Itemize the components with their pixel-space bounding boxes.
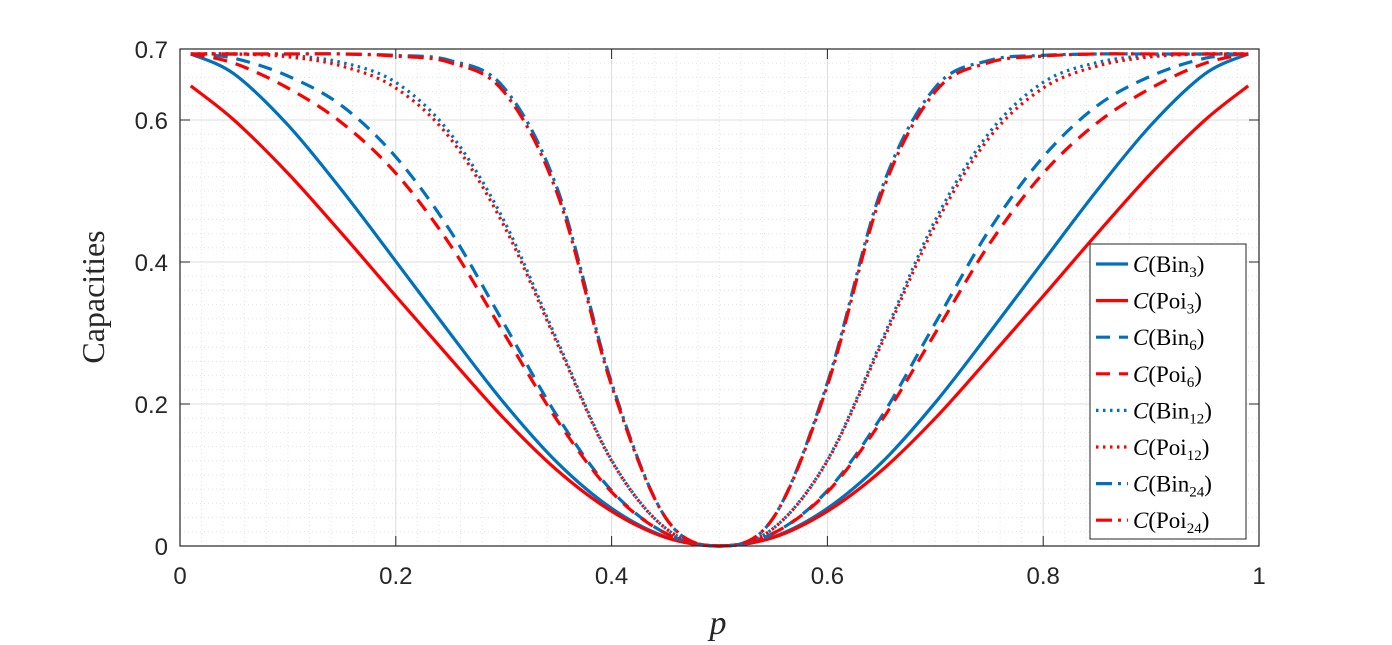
legend-label: C(Poi24) [1133, 508, 1209, 537]
legend-label: C(Poi3) [1133, 289, 1202, 318]
y-tick-label: 0.6 [135, 108, 168, 135]
x-tick-label: 0.6 [811, 563, 844, 590]
legend-label: C(Poi6) [1133, 362, 1202, 391]
axes [179, 48, 1260, 547]
legend-label: C(Poi12) [1133, 435, 1209, 464]
x-tick-label: 0.8 [1027, 563, 1060, 590]
legend-label: C(Bin24) [1133, 472, 1212, 501]
legend-label: C(Bin12) [1133, 398, 1212, 427]
x-tick-label: 1 [1252, 563, 1265, 590]
y-tick-label: 0.7 [135, 37, 168, 64]
x-tick-label: 0.2 [379, 563, 412, 590]
y-axis-title: Capacities [75, 230, 111, 363]
x-axis-title: p [708, 605, 727, 642]
tick-labels: 0 0.2 0.4 0.6 0.8 1 0 0.2 0.4 0.6 0.7 [135, 37, 1266, 590]
x-tick-label: 0.4 [595, 563, 628, 590]
y-tick-label: 0 [155, 534, 168, 561]
y-tick-label: 0.2 [135, 392, 168, 419]
legend-label: C(Bin6) [1133, 325, 1204, 354]
series-line-c-bin12- [190, 52, 1249, 548]
x-tick-label: 0 [173, 563, 186, 590]
y-tick-label: 0.4 [135, 250, 168, 277]
legend-label: C(Bin3) [1133, 252, 1204, 281]
legend: C(Bin3) C(Poi3) C(Bin6) C(Poi6) C(Bin12) C(Po… [1089, 243, 1247, 540]
plot-box [179, 48, 1260, 547]
legend-box [1089, 243, 1247, 540]
series-line-c-poi6- [190, 52, 1249, 548]
